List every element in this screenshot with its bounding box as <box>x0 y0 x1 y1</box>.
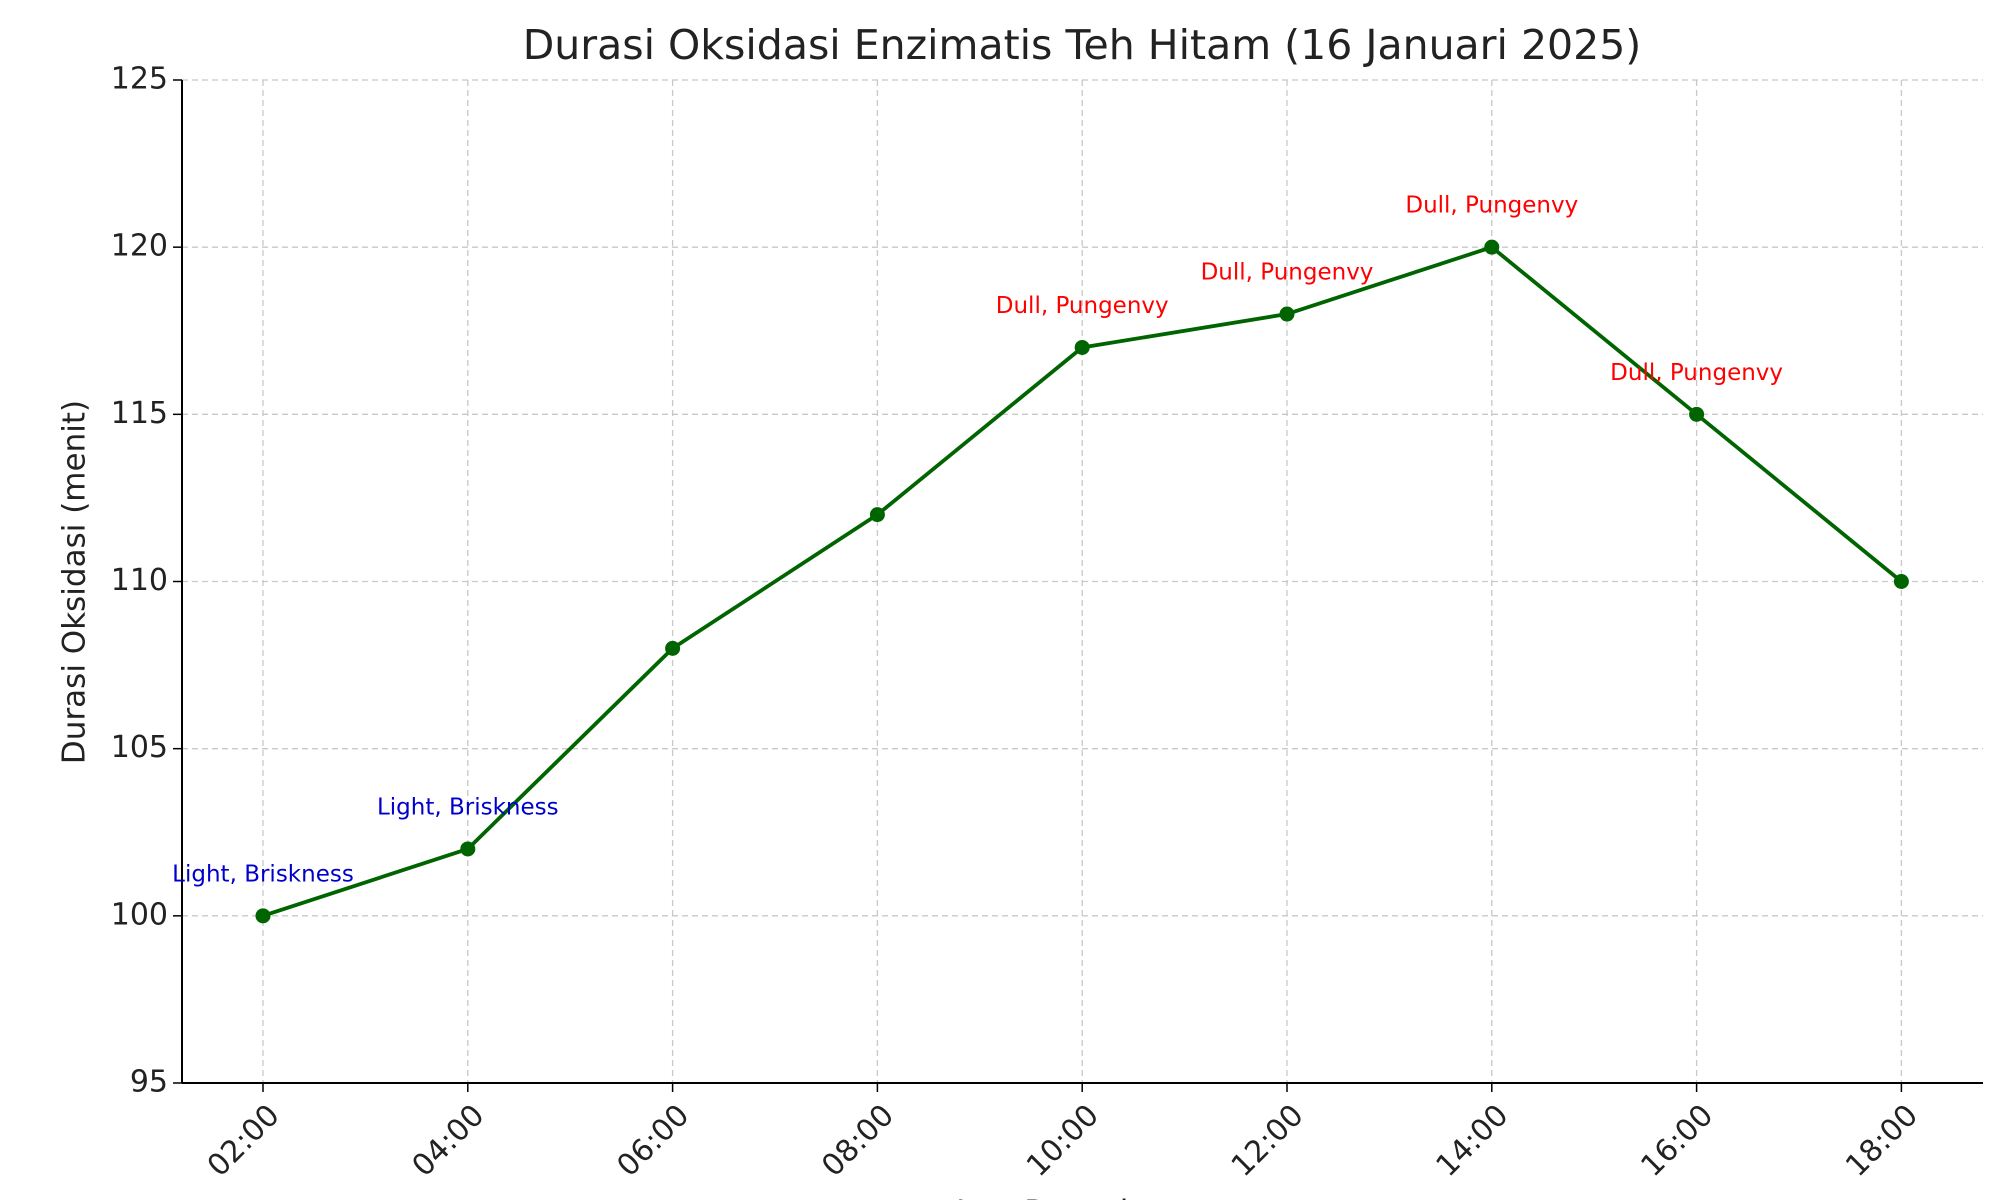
x-tick-label: 12:00 <box>1225 1098 1311 1184</box>
point <box>1074 339 1090 355</box>
y-tick-label: 105 <box>111 730 168 765</box>
point <box>1279 306 1295 322</box>
x-tick-label: 16:00 <box>1634 1098 1720 1184</box>
y-axis-label: Durasi Oksidasi (menit) <box>57 400 93 764</box>
x-axis-label: Jam Pengukuran <box>954 1194 1208 1200</box>
x-tick-label: 14:00 <box>1430 1098 1516 1184</box>
x-tick-label: 10:00 <box>1020 1098 1106 1184</box>
y-tick-label: 115 <box>111 396 168 431</box>
point-label: Dull, Pungenvy <box>996 293 1169 319</box>
point <box>869 507 885 523</box>
point-label: Light, Briskness <box>377 794 559 820</box>
y-tick-label: 110 <box>111 563 168 598</box>
x-tick-label: 08:00 <box>815 1098 901 1184</box>
point <box>665 640 681 656</box>
y-tick-label: 120 <box>111 229 168 264</box>
x-tick-label: 18:00 <box>1839 1098 1925 1184</box>
point <box>1893 574 1909 589</box>
y-tick-label: 125 <box>111 62 168 97</box>
point-label: Dull, Pungenvy <box>1610 360 1783 386</box>
point <box>460 841 476 857</box>
point-label: Dull, Pungenvy <box>1405 193 1578 219</box>
point <box>1689 406 1705 422</box>
chart-title: Durasi Oksidasi Enzimatis Teh Hitam (16 … <box>523 21 1642 69</box>
y-tick-label: 100 <box>111 897 168 932</box>
point <box>1484 239 1500 255</box>
x-tick-label: 02:00 <box>201 1098 287 1184</box>
x-tick-label: 04:00 <box>406 1098 492 1184</box>
point <box>255 908 271 924</box>
x-tick-label: 06:00 <box>610 1098 696 1184</box>
y-tick-label: 95 <box>130 1065 168 1100</box>
point-label: Dull, Pungenvy <box>1201 260 1374 286</box>
point-label: Light, Briskness <box>172 861 354 887</box>
